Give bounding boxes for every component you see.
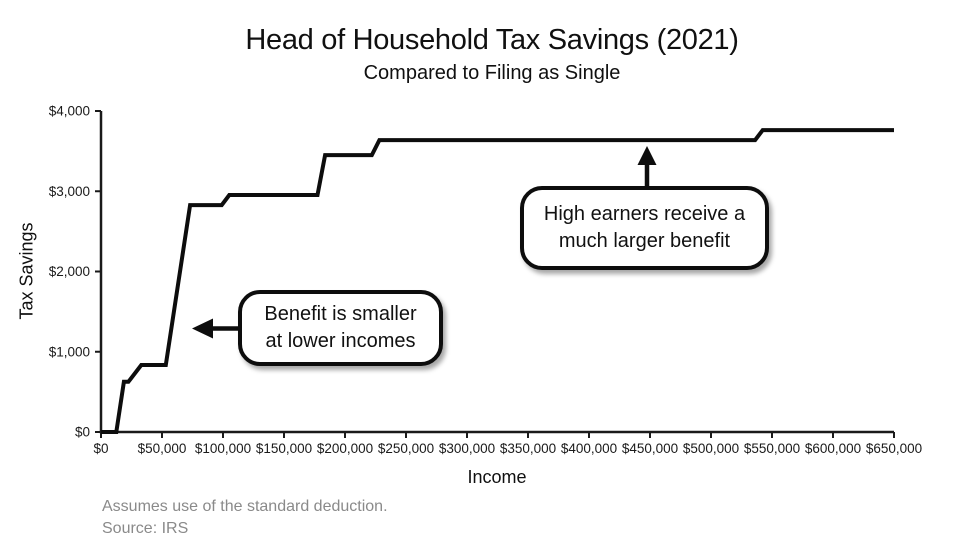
x-tick-label: $550,000 [744,441,800,456]
arrow-up-icon [637,146,657,165]
y-tick-label: $0 [75,425,90,440]
x-tick-label: $200,000 [317,441,373,456]
footnote: Assumes use of the standard deduction. S… [102,496,388,539]
y-tick-label: $3,000 [49,184,90,199]
x-tick-label: $250,000 [378,441,434,456]
x-tick-label: $300,000 [439,441,495,456]
x-tick-label: $150,000 [256,441,312,456]
x-tick-label: $600,000 [805,441,861,456]
y-tick-label: $1,000 [49,344,90,359]
arrow-left-icon [192,318,213,339]
tax-savings-line [101,128,894,434]
footnote-line2: Source: IRS [102,519,189,537]
x-tick-label: $0 [93,441,108,456]
y-tick-label: $4,000 [49,104,90,119]
callout-low-income: Benefit is smaller at lower incomes [238,290,443,366]
x-tick-label: $50,000 [138,441,187,456]
chart-title: Head of Household Tax Savings (2021) [245,24,739,56]
callout-low-income-line1: Benefit is smaller [264,303,417,325]
x-axis-title: Income [467,467,527,487]
callout-high-earners-line1: High earners receive a [543,203,746,225]
x-tick-label: $450,000 [622,441,678,456]
chart-subtitle: Compared to Filing as Single [363,62,621,84]
x-tick-label: $400,000 [561,441,617,456]
callout-high-earners-line2: much larger benefit [558,230,731,252]
x-tick-label: $650,000 [866,441,922,456]
callout-low-income-line2: at lower incomes [265,330,416,352]
callout-high-earners: High earners receive a much larger benef… [520,186,769,270]
footnote-line1: Assumes use of the standard deduction. [102,498,388,515]
x-tick-label: $100,000 [195,441,251,456]
y-tick-label: $2,000 [49,264,90,279]
x-tick-label: $500,000 [683,441,739,456]
x-tick-label: $350,000 [500,441,556,456]
